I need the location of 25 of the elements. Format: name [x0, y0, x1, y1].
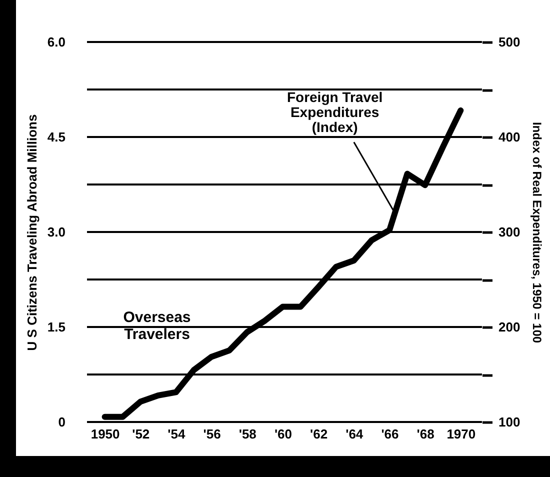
y2-tick-label: 100 [498, 414, 520, 430]
y-axis-title: U S Citizens Traveling Abroad Millions [24, 114, 40, 351]
annotation: Foreign Travel Expenditures (Index) [286, 89, 383, 135]
x-tick-label: '68 [416, 426, 434, 442]
x-tick-label: '62 [310, 426, 328, 442]
y2-axis-title: Index of Real Expenditures, 1950 = 100 [530, 122, 544, 344]
y-tick-label: 4.5 [47, 130, 66, 144]
y2-tick-label: 500 [498, 34, 520, 50]
y-tick-label: 6.0 [47, 34, 66, 50]
y-tick-label: 1.5 [47, 320, 66, 334]
x-tick-label: 1950 [90, 426, 120, 442]
annotation: Overseas Travelers [123, 309, 191, 343]
y2-tick-label: 200 [498, 320, 520, 334]
y2-tick-label: 300 [498, 224, 520, 240]
x-tick-label: '66 [381, 426, 399, 442]
x-tick-label: 1970 [446, 426, 476, 442]
x-tick-label: '54 [168, 426, 186, 442]
x-tick-label: '64 [346, 426, 364, 442]
x-tick-label: '58 [238, 426, 256, 442]
y2-tick-label: 400 [498, 130, 520, 144]
y-tick-label: 0 [58, 414, 66, 430]
y-tick-label: 3.0 [47, 224, 66, 240]
x-tick-label: '52 [132, 426, 150, 442]
x-tick-label: '56 [203, 426, 221, 442]
x-tick-label: '60 [274, 426, 292, 442]
